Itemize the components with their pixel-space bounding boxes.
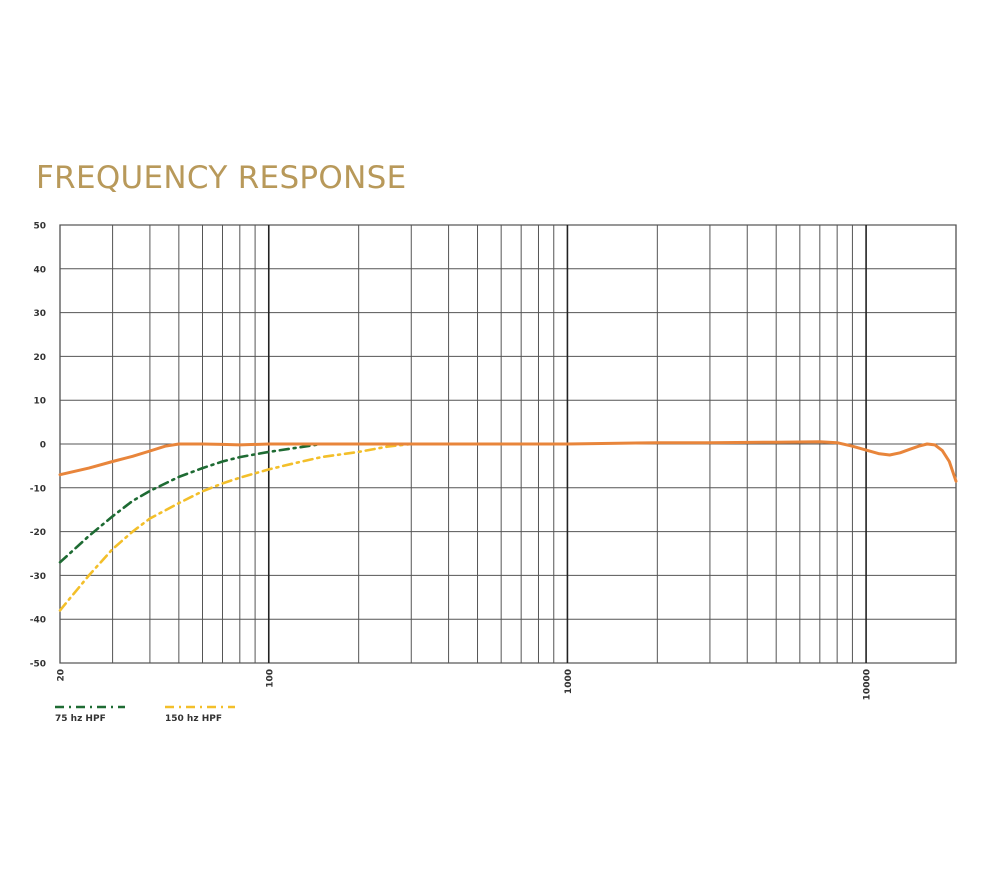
- y-tick-label: -30: [30, 572, 46, 582]
- y-tick-label: -10: [30, 484, 46, 494]
- series-line-150-hz-hpf: [58, 442, 450, 612]
- y-tick-label: 50: [33, 222, 46, 232]
- y-tick-label: -20: [30, 528, 46, 538]
- legend-label: 75 hz HPF: [55, 714, 106, 724]
- chart-title: FREQUENCY RESPONSE: [36, 160, 407, 196]
- x-axis-ticks: 20 100 1000 10000: [57, 669, 873, 700]
- legend: 75 hz HPF 150 hz HPF: [55, 705, 235, 724]
- y-tick-label: 40: [33, 265, 46, 275]
- y-tick-label: 30: [33, 309, 46, 319]
- x-tick-label: 10000: [863, 669, 873, 700]
- legend-label: 150 hz HPF: [165, 714, 222, 724]
- y-tick-label: -40: [30, 616, 46, 626]
- y-tick-label: -50: [30, 660, 46, 670]
- y-axis-ticks: 50 40 30 20 10 0 -10 -20 -30 -40 -50: [30, 222, 46, 670]
- series-line-75-hz-hpf: [58, 442, 360, 564]
- series-lines: [58, 440, 958, 612]
- series-line-response: [58, 440, 958, 483]
- x-tick-label: 100: [265, 669, 275, 688]
- y-tick-label: 0: [40, 441, 46, 451]
- x-tick-label: 20: [57, 669, 67, 682]
- y-tick-label: 20: [33, 353, 46, 363]
- y-tick-label: 10: [33, 397, 46, 407]
- x-tick-label: 1000: [564, 669, 574, 694]
